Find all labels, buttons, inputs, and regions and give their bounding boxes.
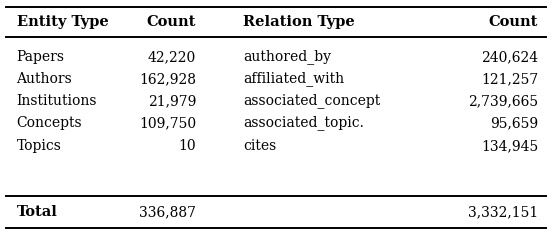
- Text: 336,887: 336,887: [139, 205, 196, 219]
- Text: 2,739,665: 2,739,665: [468, 94, 538, 108]
- Text: Entity Type: Entity Type: [17, 15, 108, 29]
- Text: cites: cites: [243, 139, 276, 153]
- Text: Total: Total: [17, 205, 57, 219]
- Text: 109,750: 109,750: [139, 116, 196, 130]
- Text: associated_concept: associated_concept: [243, 93, 380, 108]
- Text: authored_by: authored_by: [243, 50, 331, 64]
- Text: Count: Count: [489, 15, 538, 29]
- Text: 95,659: 95,659: [490, 116, 538, 130]
- Text: Authors: Authors: [17, 72, 72, 86]
- Text: Institutions: Institutions: [17, 94, 97, 108]
- Text: Papers: Papers: [17, 50, 65, 64]
- Text: 134,945: 134,945: [481, 139, 538, 153]
- Text: 21,979: 21,979: [147, 94, 196, 108]
- Text: 10: 10: [178, 139, 196, 153]
- Text: 162,928: 162,928: [139, 72, 196, 86]
- Text: Relation Type: Relation Type: [243, 15, 354, 29]
- Text: Concepts: Concepts: [17, 116, 82, 130]
- Text: Count: Count: [147, 15, 196, 29]
- Text: 240,624: 240,624: [481, 50, 538, 64]
- Text: Topics: Topics: [17, 139, 61, 153]
- Text: 121,257: 121,257: [481, 72, 538, 86]
- Text: affiliated_with: affiliated_with: [243, 72, 344, 86]
- Text: associated_topic.: associated_topic.: [243, 116, 364, 131]
- Text: 42,220: 42,220: [148, 50, 196, 64]
- Text: 3,332,151: 3,332,151: [468, 205, 538, 219]
